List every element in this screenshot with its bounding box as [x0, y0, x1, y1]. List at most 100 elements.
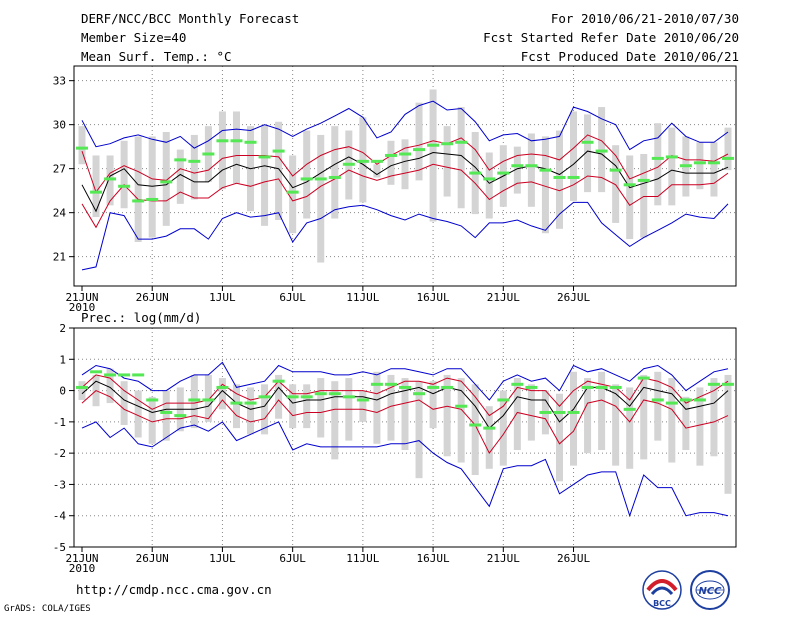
y-tick-label: -3 [53, 478, 66, 491]
mean-marker [567, 175, 580, 179]
mean-marker [483, 426, 496, 430]
header-right: For 2010/06/21-2010/07/30 Fcst Started Re… [483, 9, 739, 66]
plot-frame [73, 327, 737, 548]
spread-box [626, 387, 634, 469]
spread-box [429, 89, 437, 222]
y-tick-label: 0 [59, 385, 66, 398]
spread-box [513, 378, 521, 451]
spread-box [499, 390, 507, 466]
plot-frame [73, 65, 737, 287]
mean-marker [174, 158, 187, 162]
mean-marker [455, 140, 468, 144]
mean-marker [202, 398, 215, 402]
spread-box [555, 130, 563, 229]
mean-marker [104, 177, 117, 181]
spread-box [78, 381, 86, 400]
mean-marker [384, 153, 397, 157]
x-tick-label: 16JUL [417, 552, 450, 565]
y-tick-label: -1 [53, 416, 66, 429]
mean-marker [216, 139, 229, 143]
spread-box [612, 384, 620, 466]
spread-box [443, 374, 451, 457]
spread-box [724, 374, 732, 494]
x-tick-label: 26JUL [557, 552, 590, 565]
y-tick-label: 33 [53, 75, 66, 88]
mean-marker [328, 175, 341, 179]
spread-box [317, 134, 325, 263]
mean-marker [370, 159, 383, 163]
mean-marker [679, 398, 692, 402]
spread-box [682, 396, 690, 451]
spread-box [387, 374, 395, 441]
series-line-median [81, 380, 729, 429]
mean-marker [497, 398, 510, 402]
x-tick-label: 16JUL [417, 291, 450, 304]
mean-marker [328, 392, 341, 396]
x-tick-label: 11JUL [346, 552, 379, 565]
spread-box [457, 378, 465, 463]
ncc-logo-icon: NCC [690, 570, 730, 610]
series-line-median [81, 150, 729, 213]
series-line-lower [81, 390, 729, 455]
forecast-title: DERF/NCC/BCC Monthly Forecast [81, 11, 300, 26]
footer-logos: BCC NCC [642, 570, 730, 610]
mean-marker [707, 382, 720, 386]
mean-marker [90, 370, 103, 374]
spread-box [527, 133, 535, 207]
spread-box [218, 111, 226, 190]
mean-marker [342, 395, 355, 399]
mean-marker [483, 177, 496, 181]
x-year-label: 2010 [69, 562, 96, 575]
spread-box [513, 146, 521, 194]
footer-url[interactable]: http://cmdp.ncc.cma.gov.cn [76, 582, 272, 597]
mean-marker [146, 398, 159, 402]
spread-box [570, 111, 578, 201]
spread-box [429, 381, 437, 429]
mean-marker [413, 392, 426, 396]
spread-box [724, 127, 732, 171]
mean-marker [174, 414, 187, 418]
spread-box [654, 371, 662, 441]
spread-box [162, 390, 170, 441]
x-tick-label: 6JUL [279, 291, 306, 304]
mean-marker [525, 385, 538, 389]
mean-marker [413, 148, 426, 152]
spread-box [289, 155, 297, 234]
mean-marker [427, 143, 440, 147]
spread-box [541, 136, 549, 234]
spread-box [387, 140, 395, 185]
mean-marker [651, 398, 664, 402]
y-tick-label: 30 [53, 119, 66, 132]
mean-marker [511, 164, 524, 168]
mean-marker [567, 410, 580, 414]
member-size: Member Size=40 [81, 30, 187, 45]
y-tick-label: 21 [53, 251, 66, 264]
x-tick-label: 21JUL [487, 552, 520, 565]
grads-credit: GrADS: COLA/IGES [4, 604, 91, 614]
header-left: DERF/NCC/BCC Monthly Forecast Member Size… [81, 9, 299, 66]
spread-box [485, 152, 493, 219]
mean-marker [244, 140, 257, 144]
mean-marker [553, 175, 566, 179]
series-line-upper [81, 374, 729, 417]
bcc-logo-icon: BCC [642, 570, 682, 610]
x-tick-label: 21JUL [487, 291, 520, 304]
spread-box [570, 371, 578, 466]
mean-marker [272, 149, 285, 153]
mean-marker [118, 184, 131, 188]
mean-marker [511, 382, 524, 386]
y-tick-label: 24 [53, 207, 67, 220]
spread-box [232, 384, 240, 429]
mean-marker [118, 373, 131, 377]
spread-box [303, 130, 311, 219]
mean-marker [342, 162, 355, 166]
mean-marker [553, 410, 566, 414]
spread-box [401, 378, 409, 451]
mean-marker [441, 142, 454, 146]
spread-box [401, 139, 409, 190]
spread-box [331, 126, 339, 219]
mean-marker [707, 161, 720, 165]
mean-marker [146, 197, 159, 201]
series-line-max [81, 361, 729, 401]
mean-marker [469, 423, 482, 427]
